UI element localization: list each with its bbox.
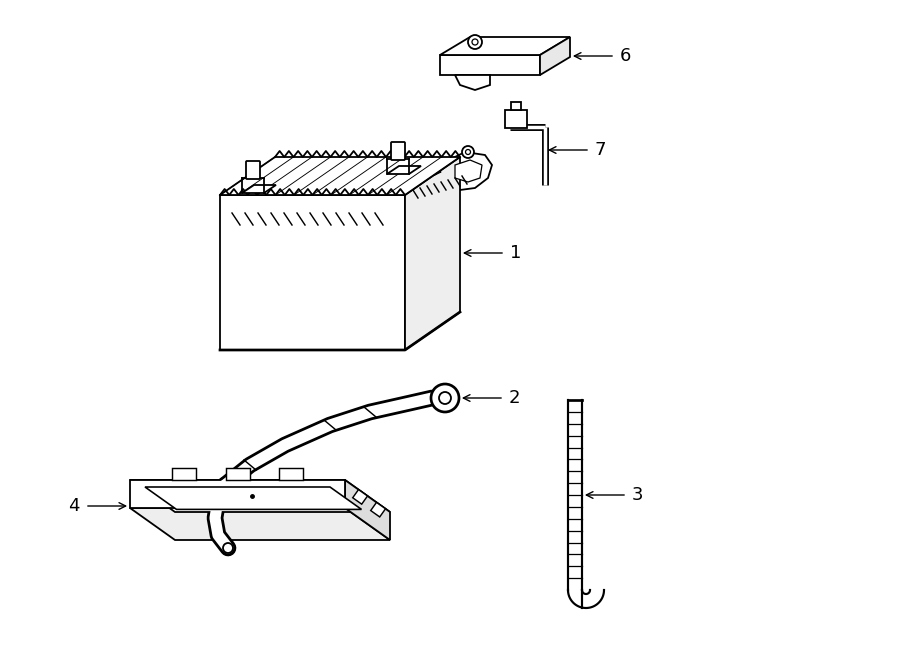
FancyBboxPatch shape [391, 142, 405, 160]
Polygon shape [440, 37, 570, 55]
FancyBboxPatch shape [246, 161, 260, 179]
Circle shape [468, 35, 482, 49]
Circle shape [439, 392, 451, 404]
Polygon shape [540, 37, 570, 75]
Polygon shape [405, 157, 460, 350]
Circle shape [462, 146, 474, 158]
Polygon shape [220, 195, 405, 350]
Polygon shape [130, 508, 390, 540]
Polygon shape [345, 480, 390, 540]
Text: 7: 7 [595, 141, 607, 159]
Text: 3: 3 [632, 486, 644, 504]
Polygon shape [455, 160, 482, 182]
Polygon shape [440, 55, 540, 75]
Text: 1: 1 [510, 244, 521, 262]
Text: 5: 5 [386, 163, 398, 181]
FancyBboxPatch shape [511, 102, 521, 110]
Polygon shape [279, 468, 303, 480]
Polygon shape [455, 75, 490, 90]
Polygon shape [242, 185, 276, 193]
FancyBboxPatch shape [505, 110, 527, 128]
Polygon shape [130, 480, 390, 512]
Circle shape [472, 39, 478, 45]
Polygon shape [353, 490, 367, 504]
Text: 4: 4 [68, 497, 80, 515]
Circle shape [431, 384, 459, 412]
Polygon shape [172, 468, 196, 480]
Polygon shape [145, 487, 362, 510]
Circle shape [223, 543, 233, 553]
Text: 2: 2 [509, 389, 520, 407]
Polygon shape [387, 166, 421, 174]
Polygon shape [226, 468, 249, 480]
Polygon shape [371, 502, 385, 517]
Polygon shape [220, 157, 460, 195]
Polygon shape [130, 480, 345, 508]
Circle shape [465, 149, 471, 155]
Polygon shape [435, 152, 492, 190]
Text: 6: 6 [620, 47, 632, 65]
